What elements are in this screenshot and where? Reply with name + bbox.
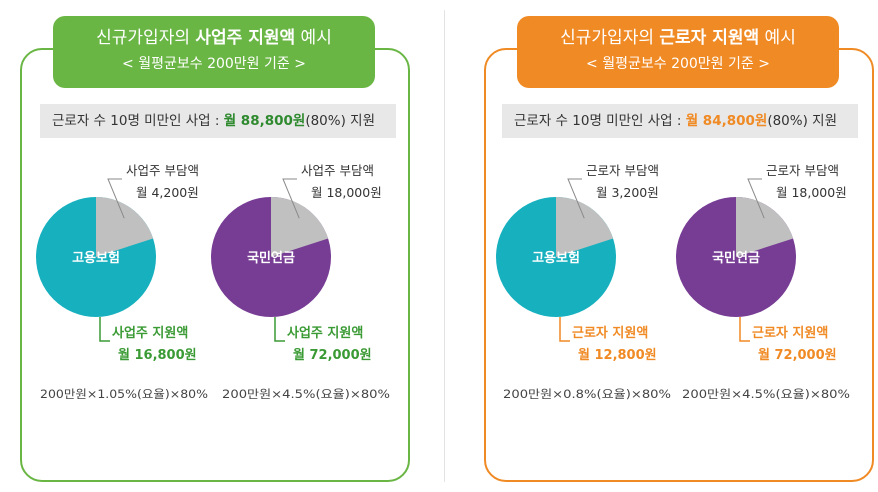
- center-divider: [444, 10, 445, 482]
- pie-slice-burden: [96, 197, 154, 257]
- burden-leader-line: [282, 178, 300, 219]
- burden-label: 근로자 부담액: [766, 163, 839, 178]
- burden-leader-line: [567, 178, 585, 219]
- burden-label: 근로자 부담액: [586, 163, 659, 178]
- employer-subtitle: < 월평균보수 200만원 기준 >: [122, 56, 306, 72]
- pie-slice-burden: [736, 197, 794, 257]
- title-prefix: 신규가입자의: [560, 28, 660, 48]
- burden-value: 월 18,000원: [311, 185, 382, 200]
- summary-label: 근로자 수 10명 미만인 사업 :: [52, 113, 224, 129]
- employer-header: 신규가입자의 사업주 지원액 예시 < 월평균보수 200만원 기준 >: [53, 16, 375, 88]
- title-emphasis: 근로자 지원액: [659, 28, 760, 48]
- support-value: 월 72,000원: [758, 347, 837, 363]
- support-value: 월 16,800원: [118, 347, 197, 363]
- title-prefix: 신규가입자의: [96, 28, 196, 48]
- support-leader-line: [739, 317, 750, 342]
- support-leader-line: [559, 317, 570, 342]
- employer-title: 신규가입자의 사업주 지원액 예시: [53, 26, 375, 50]
- title-suffix: 예시: [295, 28, 332, 48]
- support-label: 근로자 지원액: [752, 326, 828, 341]
- burden-label: 사업주 부담액: [301, 163, 374, 178]
- pie-center-label: 고용보험: [72, 250, 120, 266]
- burden-value: 월 18,000원: [776, 185, 847, 200]
- pie-slice-burden: [271, 197, 329, 257]
- summary-amount: 월 84,800원: [685, 113, 768, 129]
- formula-text: 200만원×4.5%(요율)×80%: [682, 387, 850, 401]
- burden-value: 월 3,200원: [596, 185, 659, 200]
- support-value: 월 12,800원: [578, 347, 657, 363]
- summary-rate: (80%) 지원: [767, 113, 837, 129]
- summary-label: 근로자 수 10명 미만인 사업 :: [514, 113, 686, 129]
- support-value: 월 72,000원: [293, 347, 372, 363]
- pie-center-label: 국민연금: [712, 250, 760, 266]
- support-leader-line: [274, 317, 285, 342]
- burden-leader-line: [747, 178, 765, 219]
- burden-leader-line: [107, 178, 125, 219]
- support-leader-line: [99, 317, 110, 342]
- title-suffix: 예시: [759, 28, 796, 48]
- formula-text: 200만원×4.5%(요율)×80%: [222, 387, 390, 401]
- burden-value: 월 4,200원: [136, 185, 199, 200]
- support-label: 사업주 지원액: [287, 325, 363, 341]
- support-label: 사업주 지원액: [112, 325, 188, 341]
- summary-rate: (80%) 지원: [305, 113, 375, 129]
- support-label: 근로자 지원액: [572, 326, 648, 341]
- title-emphasis: 사업주 지원액: [195, 28, 296, 48]
- formula-text: 200만원×0.8%(요율)×80%: [503, 387, 671, 401]
- employer-summary: 근로자 수 10명 미만인 사업 : 월 88,800원(80%) 지원: [40, 104, 396, 138]
- worker-subtitle: < 월평균보수 200만원 기준 >: [586, 56, 770, 72]
- pie-slice-burden: [556, 197, 614, 257]
- worker-header: 신규가입자의 근로자 지원액 예시 < 월평균보수 200만원 기준 >: [517, 16, 839, 88]
- pie-center-label: 고용보험: [532, 250, 580, 266]
- worker-title: 신규가입자의 근로자 지원액 예시: [517, 26, 839, 50]
- pie-center-label: 국민연금: [247, 250, 295, 266]
- burden-label: 사업주 부담액: [126, 163, 199, 178]
- worker-summary: 근로자 수 10명 미만인 사업 : 월 84,800원(80%) 지원: [502, 104, 858, 138]
- summary-amount: 월 88,800원: [223, 113, 306, 129]
- formula-text: 200만원×1.05%(요율)×80%: [40, 387, 208, 401]
